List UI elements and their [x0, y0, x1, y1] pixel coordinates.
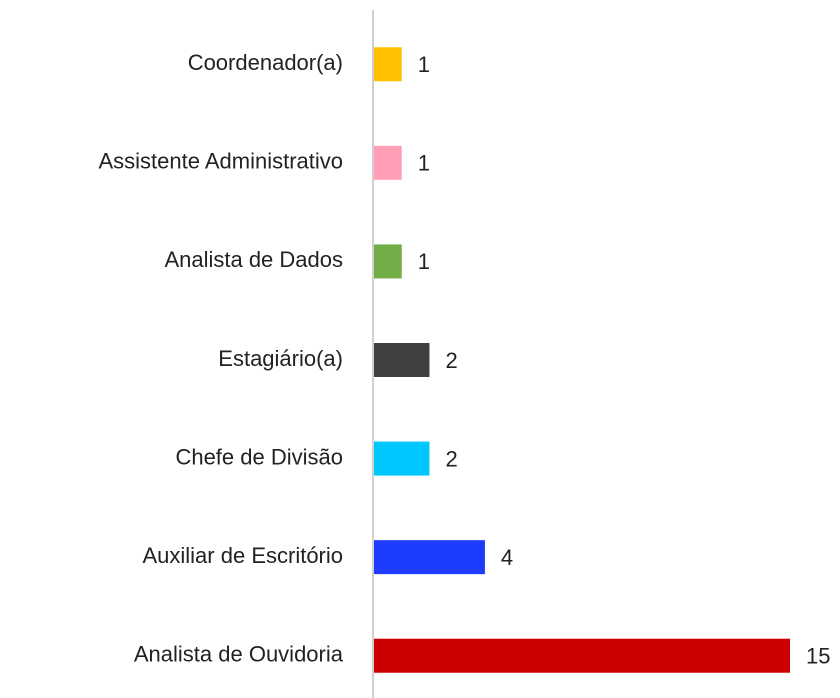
y-tick-label: Chefe de Divisão: [175, 444, 343, 469]
value-label: 1: [418, 151, 430, 176]
bar: [374, 145, 402, 180]
y-tick-label: Coordenador(a): [188, 50, 343, 75]
bar: [374, 343, 430, 377]
bar: [374, 47, 402, 82]
value-label: 2: [445, 446, 457, 471]
value-label: 2: [445, 348, 457, 373]
y-tick-label: Analista de Ouvidoria: [134, 642, 344, 667]
value-label: 15: [806, 644, 830, 669]
value-label: 1: [418, 249, 430, 274]
bar: [374, 244, 402, 279]
value-label: 1: [418, 52, 430, 77]
bar: [374, 638, 790, 673]
bar: [374, 441, 430, 476]
y-tick-label: Estagiário(a): [218, 346, 343, 371]
bar: [374, 540, 485, 575]
y-tick-label: Auxiliar de Escritório: [142, 543, 343, 568]
y-tick-label: Assistente Administrativo: [98, 149, 343, 174]
y-tick-label: Analista de Dados: [164, 247, 343, 272]
value-label: 4: [501, 545, 513, 570]
